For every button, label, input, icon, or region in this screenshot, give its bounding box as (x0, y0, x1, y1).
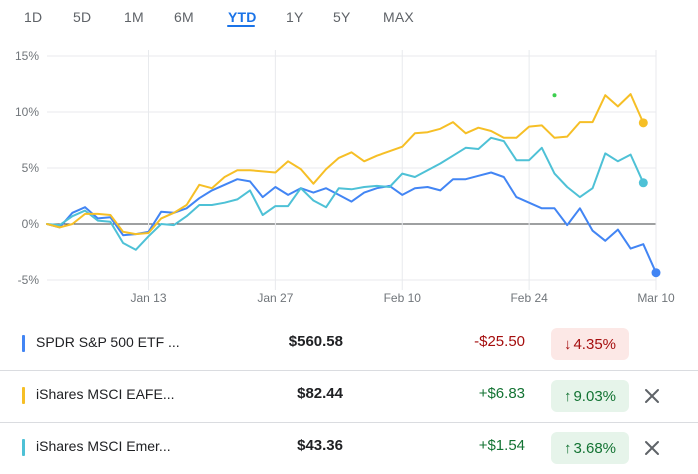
percent-change-badge: ↑ 9.03% (551, 380, 629, 412)
percent-change-badge: ↑ 3.68% (551, 432, 629, 464)
y-tick-label: -5% (18, 273, 40, 287)
tab-max[interactable]: MAX (383, 9, 414, 25)
comparison-row[interactable]: iShares MSCI EAFE... $82.44 +$6.83 ↑ 9.03% (0, 371, 698, 423)
comparison-row[interactable]: iShares MSCI Emer... $43.36 +$1.54 ↑ 3.68% (0, 423, 698, 474)
event-marker[interactable] (552, 93, 557, 98)
tab-1d[interactable]: 1D (24, 9, 43, 25)
price-change: +$1.54 (478, 437, 525, 454)
price-change: +$6.83 (478, 385, 525, 402)
close-icon (645, 441, 659, 455)
x-tick-label: Jan 27 (257, 291, 293, 305)
y-tick-label: 15% (15, 49, 39, 63)
series-color-swatch (22, 387, 25, 404)
security-name[interactable]: iShares MSCI EAFE... (36, 386, 175, 402)
tab-1y[interactable]: 1Y (286, 9, 304, 25)
series-line-1 (46, 93, 645, 236)
series-endpoint-2 (638, 178, 648, 188)
tab-1m[interactable]: 1M (124, 9, 144, 25)
chart-svg: 15% 10% 5% 0% -5% Jan 13 Jan 27 Feb 10 Feb 24 Mar… (15, 49, 675, 305)
arrow-down-icon: ↓ (563, 335, 572, 353)
tab-5d[interactable]: 5D (73, 9, 92, 25)
security-price: $82.44 (297, 385, 343, 402)
arrow-up-icon: ↑ (563, 439, 572, 457)
series-color-swatch (22, 335, 25, 352)
remove-comparison-button[interactable] (641, 437, 663, 459)
arrow-up-icon: ↑ (563, 387, 572, 405)
tab-6m[interactable]: 6M (174, 9, 194, 25)
y-tick-label: 5% (22, 161, 40, 175)
series-line-0 (46, 171, 657, 274)
comparison-row[interactable]: SPDR S&P 500 ETF ... $560.58 -$25.50 ↓ 4.35% (0, 319, 698, 371)
active-tab-underline (227, 25, 255, 27)
x-tick-label: Feb 10 (384, 291, 422, 305)
security-price: $43.36 (297, 437, 343, 454)
ytd-performance-chart: 15% 10% 5% 0% -5% Jan 13 Jan 27 Feb 10 Feb 24 Mar… (0, 34, 698, 320)
close-icon (645, 389, 659, 403)
series-endpoint-0 (651, 268, 661, 278)
security-name[interactable]: SPDR S&P 500 ETF ... (36, 334, 180, 350)
series-endpoint-1 (638, 118, 648, 128)
security-price: $560.58 (288, 333, 343, 350)
comparison-list: SPDR S&P 500 ETF ... $560.58 -$25.50 ↓ 4.35%… (0, 319, 698, 474)
percent-change-badge: ↓ 4.35% (551, 328, 629, 360)
y-tick-label: 10% (15, 105, 39, 119)
x-tick-label: Feb 24 (510, 291, 548, 305)
percent-change-value: 4.35% (573, 335, 617, 353)
remove-comparison-button[interactable] (641, 385, 663, 407)
y-tick-label: 0% (22, 217, 40, 231)
security-name[interactable]: iShares MSCI Emer... (36, 438, 171, 454)
range-tabs: 1D 5D 1M 6M YTD 1Y 5Y MAX (0, 0, 698, 34)
x-tick-label: Mar 10 (637, 291, 675, 305)
tab-ytd[interactable]: YTD (228, 9, 257, 25)
percent-change-value: 3.68% (573, 439, 617, 457)
series-line-2 (46, 136, 645, 251)
percent-change-value: 9.03% (573, 387, 617, 405)
x-tick-label: Jan 13 (130, 291, 166, 305)
series-color-swatch (22, 439, 25, 456)
price-change: -$25.50 (474, 333, 525, 350)
tab-5y[interactable]: 5Y (333, 9, 351, 25)
